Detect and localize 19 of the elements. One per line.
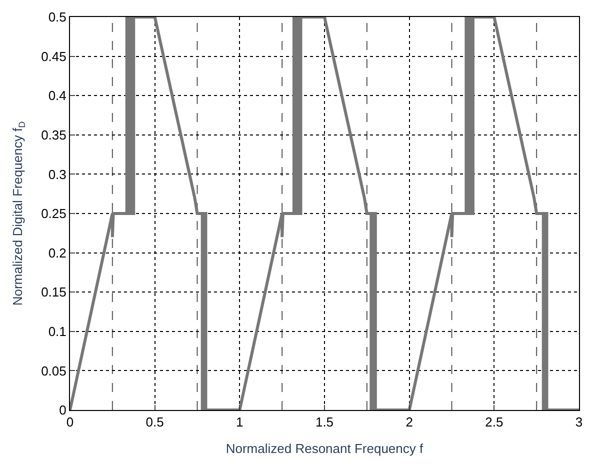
y-tick-label: 0 xyxy=(59,402,66,418)
y-tick-label: 0.2 xyxy=(48,245,66,260)
y-tick-label: 0.15 xyxy=(41,284,66,300)
y-tick-label: 0.5 xyxy=(48,10,66,25)
y-tick-label: 0.4 xyxy=(48,88,66,104)
y-tick-label: 0.1 xyxy=(48,324,66,339)
y-tick-label: 0.3 xyxy=(48,166,66,182)
y-tick-label: 0.05 xyxy=(41,363,66,378)
y-tick-label: 0.35 xyxy=(41,127,66,142)
x-tick-label: 0.5 xyxy=(146,414,164,430)
x-tick-label: 1.5 xyxy=(315,414,334,430)
line-series xyxy=(70,17,579,410)
x-tick-label: 2.5 xyxy=(485,414,504,430)
y-tick-label: 0.25 xyxy=(41,206,66,222)
x-tick-label: 2 xyxy=(406,414,413,430)
y-tick-label: 0.45 xyxy=(41,48,66,64)
x-tick-label: 1 xyxy=(236,414,244,430)
x-axis-title: Normalized Resonant Frequency f xyxy=(226,441,424,456)
x-tick-label: 3 xyxy=(575,414,583,430)
